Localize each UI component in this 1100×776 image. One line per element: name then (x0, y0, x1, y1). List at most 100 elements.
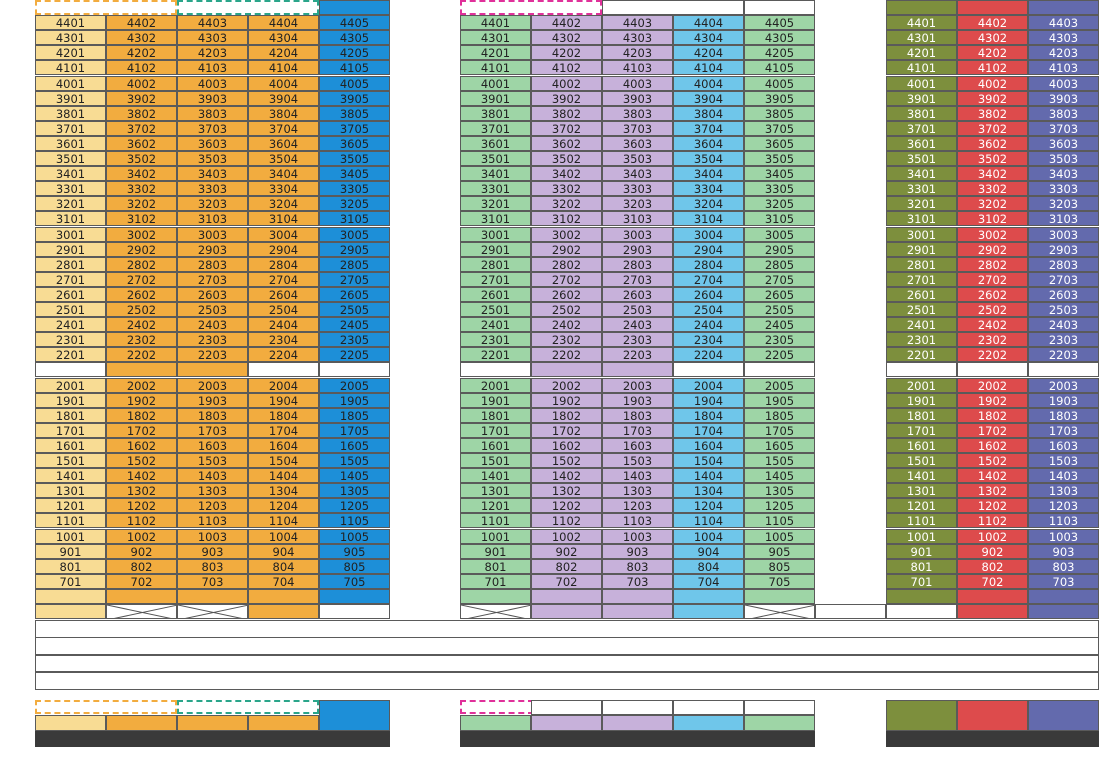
unit-cell: 702 (531, 573, 602, 589)
unit-type (602, 715, 673, 731)
unit-cell: 3001 (460, 226, 531, 242)
unit-cell: 801 (886, 558, 957, 574)
unit-cell: 3705 (319, 120, 390, 136)
unit-cell: 4101 (35, 60, 106, 76)
unit-cell: 2901 (460, 241, 531, 257)
building-label (886, 731, 1099, 747)
unit-type (886, 700, 957, 731)
unit-cell: 1001 (886, 528, 957, 544)
unit-cell: 2001 (460, 377, 531, 393)
unit-cell: 3503 (177, 151, 248, 167)
unit-cell: 2802 (531, 256, 602, 272)
unit-cell: 4002 (957, 75, 1028, 91)
unit-cell: 1305 (319, 483, 390, 499)
floor-label (0, 242, 30, 257)
unit-cell: 3903 (1028, 90, 1099, 106)
unit-cell: 1701 (35, 422, 106, 438)
unit-cell: 3102 (957, 211, 1028, 227)
unit-cell: 1501 (35, 453, 106, 469)
wide-floor-row (35, 654, 1099, 673)
unit-cell: 2704 (248, 271, 319, 287)
unit-cell: 4203 (602, 45, 673, 61)
unit-cell: 902 (531, 543, 602, 559)
unit-type (35, 715, 106, 731)
unit-cell: 1701 (886, 422, 957, 438)
unit-cell: 3704 (673, 120, 744, 136)
unit-cell: 4103 (1028, 60, 1099, 76)
unit-cell: 4104 (248, 60, 319, 76)
unit-cell: 3101 (886, 211, 957, 227)
unit-cell: 3602 (106, 135, 177, 151)
top-unit (957, 0, 1028, 16)
unit-cell: 1603 (1028, 437, 1099, 453)
unit-cell: 2802 (106, 256, 177, 272)
unit-cell: 3002 (106, 226, 177, 242)
unit-cell: 1801 (460, 407, 531, 423)
unit-cell: 1201 (460, 498, 531, 514)
unit-cell: 2403 (602, 317, 673, 333)
building-label (35, 731, 390, 747)
unit-cell: 2401 (460, 317, 531, 333)
unit-cell: 3904 (248, 90, 319, 106)
unit-cell: 4003 (602, 75, 673, 91)
unit-cell: 3404 (248, 166, 319, 182)
unit-cell: 4101 (886, 60, 957, 76)
unit-cell: 2803 (1028, 256, 1099, 272)
unit-cell: 1502 (531, 453, 602, 469)
unit-cell: 704 (248, 573, 319, 589)
community-facility (815, 604, 886, 620)
unit-type (177, 715, 248, 731)
unit-cell: 3204 (673, 196, 744, 212)
unit-cell: 1504 (248, 453, 319, 469)
unit-cell: 2304 (248, 332, 319, 348)
unit-type (319, 700, 390, 731)
unit-cell: 4203 (177, 45, 248, 61)
unit-cell: 3001 (35, 226, 106, 242)
unit-cell: 2404 (248, 317, 319, 333)
unit-cell: 2404 (673, 317, 744, 333)
unit-cell: 804 (248, 558, 319, 574)
unit-cell: 3502 (106, 151, 177, 167)
unit-cell: 1802 (531, 407, 602, 423)
unit-cell: 3603 (177, 135, 248, 151)
unit-cell: 1301 (460, 483, 531, 499)
unit-cell: 3103 (602, 211, 673, 227)
type-header (744, 700, 815, 715)
unit-cell: 1903 (177, 392, 248, 408)
floor-label (0, 91, 30, 106)
floor-label (0, 30, 30, 45)
floor-label (0, 619, 30, 634)
unit-cell: 3202 (531, 196, 602, 212)
unit-cell: 702 (957, 573, 1028, 589)
unit-cell: 1904 (673, 392, 744, 408)
unit-cell: 3703 (1028, 120, 1099, 136)
unit-cell: 2202 (957, 347, 1028, 363)
unit-cell: 2005 (319, 377, 390, 393)
unit-cell: 4305 (744, 30, 815, 46)
unit-cell: 3703 (177, 120, 248, 136)
unit-cell: 3205 (319, 196, 390, 212)
unit-cell: 3203 (602, 196, 673, 212)
unit-cell: 803 (602, 558, 673, 574)
unit-cell: 4201 (35, 45, 106, 61)
unit-cell: 4203 (1028, 45, 1099, 61)
unit-cell (177, 362, 248, 378)
unit-cell: 2403 (177, 317, 248, 333)
floor-label (0, 574, 30, 589)
unit-cell: 3701 (460, 120, 531, 136)
floor-label (0, 559, 30, 574)
unit-cell: 2805 (744, 256, 815, 272)
unit-cell: 804 (673, 558, 744, 574)
refuge-space (460, 362, 531, 378)
unit-cell: 1302 (531, 483, 602, 499)
unit-cell: 4105 (319, 60, 390, 76)
unit-cell: 2503 (1028, 302, 1099, 318)
unit-cell: 704 (673, 573, 744, 589)
unit-cell: 4401 (886, 15, 957, 31)
unit-cell: 3201 (35, 196, 106, 212)
unit-cell: 2804 (673, 256, 744, 272)
unit-cell (35, 588, 106, 604)
unit-cell: 2602 (531, 286, 602, 302)
unit-cell (460, 588, 531, 604)
unit-cell: 3003 (1028, 226, 1099, 242)
